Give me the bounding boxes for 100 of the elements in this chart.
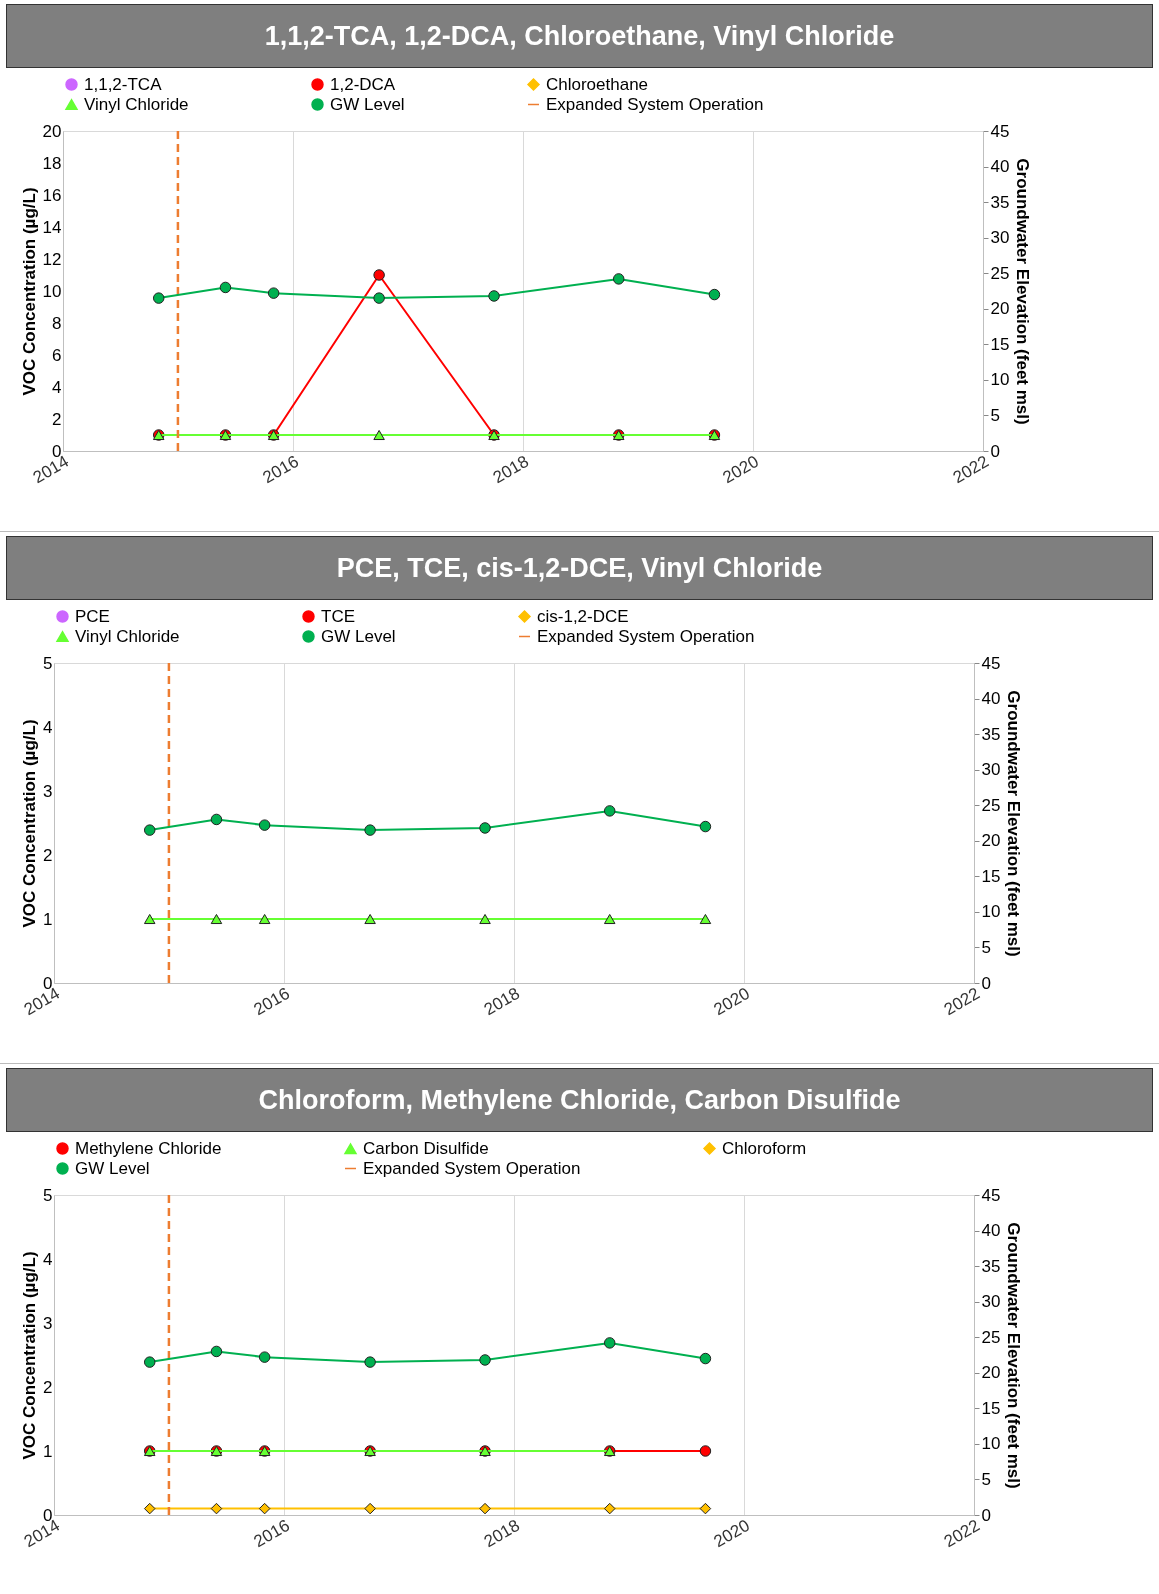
- point: [479, 1354, 491, 1366]
- point: [267, 287, 280, 299]
- y2-tick-label: 35: [981, 1256, 1001, 1276]
- y2-tick-label: 20: [981, 1363, 1001, 1383]
- legend-label: 1,2-DCA: [330, 74, 396, 94]
- legend-label: PCE: [75, 606, 110, 626]
- legend-label: Expanded System Operation: [546, 94, 764, 114]
- point: [210, 1345, 223, 1358]
- y-tick-label: 18: [42, 153, 62, 173]
- point: [603, 1337, 616, 1349]
- legend-label: Expanded System Operation: [537, 626, 755, 646]
- y2-tick-label: 5: [981, 1469, 991, 1489]
- y-tick-label: 5: [43, 653, 53, 673]
- y2-tick-label: 15: [990, 334, 1010, 354]
- legend-label: GW Level: [75, 1158, 150, 1178]
- y2-tick-label: 45: [990, 121, 1010, 141]
- y2-tick-label: 30: [990, 228, 1010, 248]
- chart-title: Chloroform, Methylene Chloride, Carbon Disulfide: [6, 1068, 1153, 1132]
- point: [603, 805, 616, 817]
- legend-label: cis-1,2-DCE: [537, 606, 629, 626]
- x-tick-label: 2022: [940, 983, 983, 1020]
- y-tick-label: 4: [52, 377, 62, 397]
- y-tick-label: 3: [43, 1313, 53, 1333]
- y2-tick-label: 10: [990, 370, 1010, 390]
- y2-tick-label: 45: [981, 1185, 1001, 1205]
- legend-label: Chloroethane: [546, 74, 649, 94]
- x-tick-label: 2022: [949, 451, 992, 488]
- legend-label: Carbon Disulfide: [363, 1138, 489, 1158]
- legend-label: TCE: [321, 606, 355, 626]
- y2-tick-label: 45: [981, 653, 1001, 673]
- legend-label: Expanded System Operation: [363, 1158, 581, 1178]
- y2-tick-label: 25: [981, 1327, 1001, 1347]
- y-tick-label: 2: [43, 845, 53, 865]
- point: [708, 288, 721, 301]
- point: [488, 290, 500, 302]
- x-tick-label: 2020: [710, 1515, 753, 1552]
- x-tick-label: 2016: [259, 451, 302, 488]
- y-tick-label: 10: [42, 281, 62, 301]
- point: [373, 292, 385, 304]
- y2-tick-label: 40: [981, 689, 1001, 709]
- x-tick-label: 2016: [250, 1515, 293, 1552]
- y2-tick-label: 25: [990, 263, 1010, 283]
- y2-tick-label: 15: [981, 1398, 1001, 1418]
- y-tick-label: 4: [43, 717, 53, 737]
- y-tick-label: 2: [52, 409, 62, 429]
- legend-label: GW Level: [321, 626, 396, 646]
- x-tick-label: 2018: [480, 1515, 523, 1552]
- point: [143, 824, 156, 836]
- y2-tick-label: 35: [981, 724, 1001, 744]
- point: [364, 1356, 376, 1368]
- y2-tick-label: 5: [981, 937, 991, 957]
- y2-tick-label: 0: [981, 1505, 991, 1525]
- y2-tick-label: 10: [981, 902, 1001, 922]
- chart-title: 1,1,2-TCA, 1,2-DCA, Chloroethane, Vinyl Chloride: [6, 4, 1153, 68]
- y-tick-label: 16: [42, 185, 62, 205]
- point: [612, 273, 625, 285]
- legend-label: Methylene Chloride: [75, 1138, 222, 1158]
- y-tick-label: 20: [42, 121, 62, 141]
- y2-tick-label: 0: [981, 973, 991, 993]
- y-axis-title: VOC Concentration (µg/L): [20, 719, 40, 928]
- y-tick-label: 4: [43, 1249, 53, 1269]
- legend-label: 1,1,2-TCA: [84, 74, 163, 94]
- y2-tick-label: 0: [990, 441, 1000, 461]
- x-tick-label: 2022: [940, 1515, 983, 1552]
- point: [143, 1356, 156, 1368]
- point: [152, 292, 165, 304]
- point: [364, 824, 376, 836]
- y2-tick-label: 20: [981, 831, 1001, 851]
- y-tick-label: 8: [52, 313, 62, 333]
- x-tick-label: 2018: [489, 451, 532, 488]
- chart-title: PCE, TCE, cis-1,2-DCE, Vinyl Chloride: [6, 536, 1153, 600]
- y-tick-label: 1: [43, 909, 53, 929]
- y-tick-label: 2: [43, 1377, 53, 1397]
- y2-tick-label: 25: [981, 795, 1001, 815]
- y-tick-label: 1: [43, 1441, 53, 1461]
- y2-tick-label: 30: [981, 1292, 1001, 1312]
- y-tick-label: 12: [42, 249, 62, 269]
- y2-tick-label: 30: [981, 760, 1001, 780]
- point: [699, 1352, 712, 1365]
- legend-label: GW Level: [330, 94, 405, 114]
- y2-tick-label: 10: [981, 1434, 1001, 1454]
- point: [219, 281, 232, 294]
- y2-tick-label: 15: [981, 866, 1001, 886]
- y-axis-title: VOC Concentration (µg/L): [20, 1251, 40, 1460]
- legend-label: Vinyl Chloride: [75, 626, 180, 646]
- x-tick-label: 2020: [719, 451, 762, 488]
- x-tick-label: 2018: [480, 983, 523, 1020]
- y2-axis-title: Groundwater Elevation (feet msl): [1004, 1222, 1024, 1489]
- y2-tick-label: 40: [990, 157, 1010, 177]
- y-tick-label: 14: [42, 217, 62, 237]
- point: [210, 813, 223, 826]
- x-tick-label: 2016: [250, 983, 293, 1020]
- y-axis-title: VOC Concentration (µg/L): [19, 187, 39, 396]
- x-tick-label: 2020: [710, 983, 753, 1020]
- y2-axis-title: Groundwater Elevation (feet msl): [1013, 158, 1033, 425]
- y2-tick-label: 5: [990, 405, 1000, 425]
- point: [479, 822, 491, 834]
- y2-tick-label: 35: [990, 192, 1010, 212]
- point: [258, 1351, 271, 1363]
- y2-axis-title: Groundwater Elevation (feet msl): [1004, 690, 1024, 957]
